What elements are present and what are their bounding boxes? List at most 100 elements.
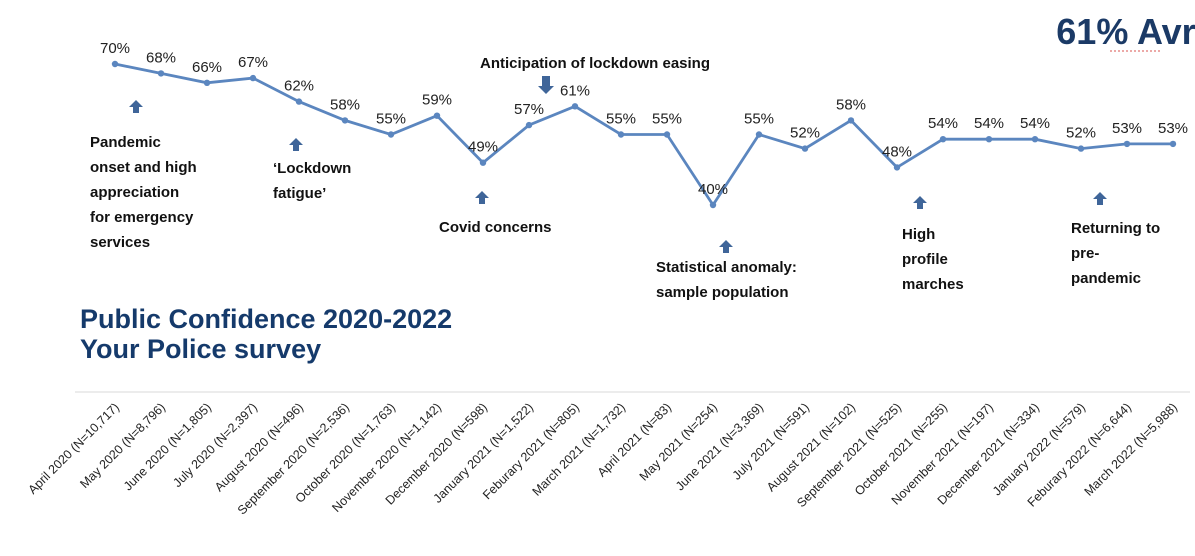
data-label: 52% — [790, 125, 820, 142]
annotation: Anticipation of lockdown easing — [480, 55, 710, 94]
data-label: 61% — [560, 82, 590, 99]
data-label: 66% — [192, 59, 222, 76]
data-point — [479, 159, 487, 166]
data-label: 55% — [376, 111, 406, 128]
annotation-text: profile — [902, 251, 948, 268]
annotation-text: onset and high — [90, 159, 197, 176]
annotation: High profile marches — [902, 196, 964, 293]
annotation-text: Pandemic — [90, 134, 161, 151]
data-label: 67% — [238, 54, 268, 71]
x-tick-label: August 2020 (N=496) — [212, 400, 306, 494]
data-point — [801, 145, 809, 152]
data-point — [571, 103, 579, 110]
annotations-layer: Pandemic onset and high appreciation for em… — [90, 55, 1160, 301]
data-point — [157, 70, 165, 77]
data-point — [433, 112, 441, 119]
data-point — [111, 60, 119, 68]
arrow-up-icon — [129, 100, 143, 113]
series-layer — [114, 62, 1173, 208]
annotation: Returning to pre-pandemic — [1071, 192, 1160, 287]
data-point — [525, 121, 533, 129]
data-label: 54% — [928, 115, 958, 132]
data-label: 40% — [698, 181, 728, 198]
annotation-text: pre- — [1071, 245, 1099, 262]
data-point — [387, 131, 395, 138]
data-point — [1077, 145, 1085, 152]
average-label: 61% Avr. — [1056, 11, 1195, 52]
x-tick-label: April 2020 (N=10,717) — [25, 400, 122, 497]
annotation-text: fatigue’ — [273, 185, 326, 202]
annotation-text: services — [90, 234, 150, 251]
annotation-text: marches — [902, 276, 964, 293]
data-point — [985, 136, 993, 143]
data-point — [709, 201, 717, 209]
chart-title-line-1: Public Confidence 2020-2022 — [80, 304, 452, 334]
chart-title: Public Confidence 2020-2022 Your Police … — [80, 304, 452, 364]
arrow-up-icon — [1093, 192, 1107, 205]
annotation-text: pandemic — [1071, 270, 1141, 287]
x-tick-label: August 2021 (N=102) — [764, 400, 858, 494]
data-label: 49% — [468, 139, 498, 156]
data-label: 59% — [422, 92, 452, 109]
data-label: 53% — [1158, 120, 1188, 137]
annotation: Covid concerns — [439, 191, 552, 236]
x-tick-label: July 2021 (N=591) — [730, 400, 812, 482]
x-tick-label: March 2021 (N=1,732) — [530, 400, 629, 499]
data-point — [203, 79, 211, 87]
annotation-text: appreciation — [90, 184, 179, 201]
data-point — [939, 136, 947, 143]
data-point — [1031, 136, 1039, 143]
data-labels-layer: 70% 68% 66% 67% 62% 58% 55% 59% 49% 57% 61% 55% 55% 4… — [100, 40, 1188, 198]
x-tick-label: June 2020 (N=1,805) — [121, 400, 214, 493]
data-label: 53% — [1112, 120, 1142, 137]
x-tick-label: May 2020 (N=8,796) — [77, 400, 168, 491]
data-label: 55% — [606, 111, 636, 128]
data-point — [755, 131, 763, 138]
x-tick-labels-layer: April 2020 (N=10,717)May 2020 (N=8,796)J… — [25, 400, 1180, 517]
data-point — [341, 117, 349, 124]
arrow-up-icon — [719, 240, 733, 253]
data-point — [893, 164, 901, 171]
data-label: 68% — [146, 49, 176, 66]
data-label: 57% — [514, 101, 544, 118]
arrow-up-icon — [289, 138, 303, 151]
data-point — [1123, 140, 1131, 148]
annotation: ‘Lockdown fatigue’ — [273, 138, 351, 202]
data-label: 70% — [100, 40, 130, 57]
annotation-text: Anticipation of lockdown easing — [480, 55, 710, 72]
data-label: 55% — [652, 111, 682, 128]
annotation: Pandemic onset and high appreciation for em… — [90, 100, 197, 251]
x-tick-label: October 2021 (N=255) — [852, 400, 950, 498]
data-label: 62% — [284, 78, 314, 95]
data-label: 54% — [974, 115, 1004, 132]
annotation-text: Covid concerns — [439, 219, 552, 236]
arrow-down-icon — [538, 76, 554, 94]
chart-title-line-2: Your Police survey — [80, 334, 321, 364]
data-point — [617, 131, 625, 138]
data-label: 48% — [882, 143, 912, 160]
annotation-text: sample population — [656, 284, 789, 301]
data-label: 58% — [836, 96, 866, 113]
annotation-text: Returning to — [1071, 220, 1160, 237]
x-tick-label: March 2022 (N=5,988) — [1082, 400, 1181, 499]
data-point — [847, 117, 855, 124]
data-point — [1169, 140, 1177, 148]
annotation-text: ‘Lockdown — [273, 160, 351, 177]
data-label: 54% — [1020, 115, 1050, 132]
annotation-text: High — [902, 226, 935, 243]
data-point — [249, 74, 257, 82]
arrow-up-icon — [913, 196, 927, 209]
x-tick-label: June 2021 (N=3,369) — [673, 400, 766, 493]
annotation: Statistical anomaly: sample population — [656, 240, 797, 301]
x-tick-label: July 2020 (N=2,397) — [170, 400, 260, 490]
x-tick-label: May 2021 (N=254) — [637, 400, 720, 483]
points-layer — [111, 60, 1177, 209]
arrow-up-icon — [475, 191, 489, 204]
x-tick-label: January 2022 (N=579) — [990, 400, 1088, 498]
annotation-text: for emergency — [90, 209, 194, 226]
series-line — [114, 62, 1173, 208]
data-point — [663, 131, 671, 138]
average-text: 61% Avr. — [1056, 11, 1195, 52]
data-label: 55% — [744, 111, 774, 128]
